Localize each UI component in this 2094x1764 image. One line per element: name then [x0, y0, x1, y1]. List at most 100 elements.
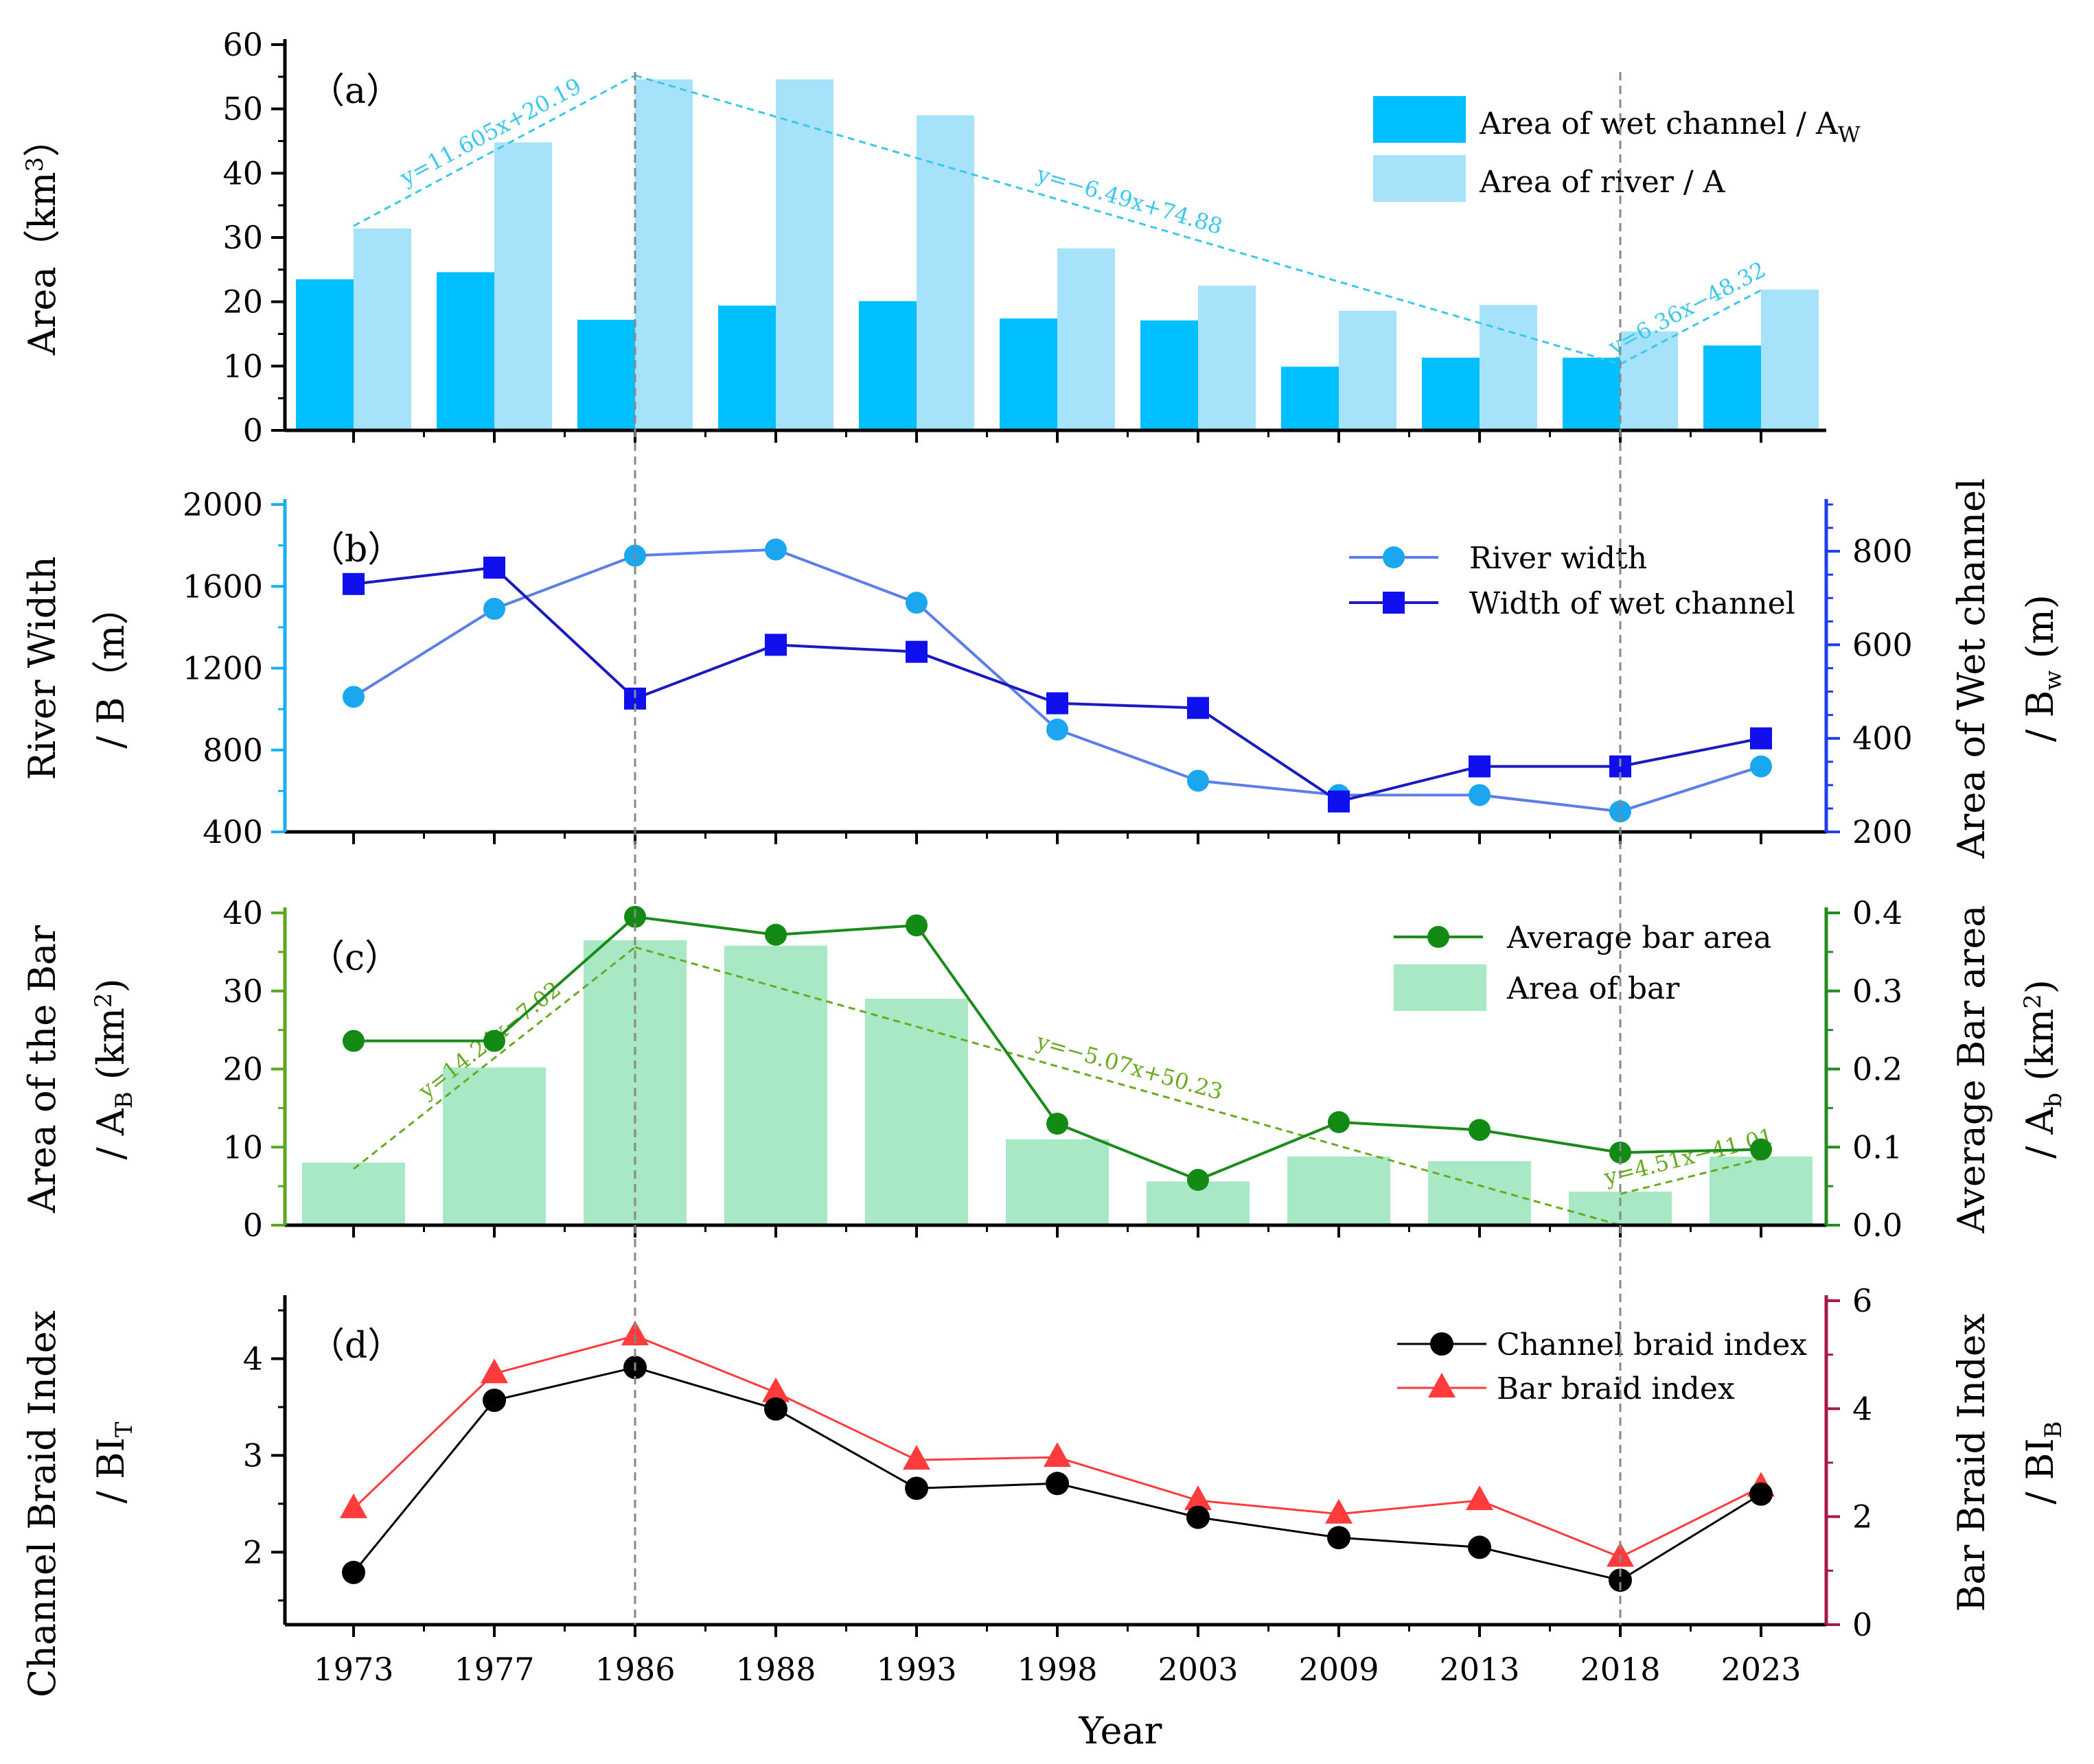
panel-c-bar-area: y=14.24x−7.02 y=−5.07x+50.23y=4.51x−41.01… — [21, 894, 2067, 1244]
legend-label-river-area: Area of river / A — [1479, 165, 1726, 200]
trendline-c-1 — [634, 946, 1621, 1227]
y-axis-title-b-right-2: / Bw (m) — [2018, 594, 2067, 742]
point-channel-braid-index-1977 — [483, 1389, 506, 1413]
point-bar-braid-index-2009 — [1325, 1498, 1353, 1524]
point-average-bar-area-1973 — [343, 1030, 365, 1052]
y-axis-title-c-left-2: / AB (km2) — [89, 978, 138, 1159]
y-axis-d-left-tick-label: 3 — [243, 1437, 263, 1474]
trendline-a-label-2: y=6.36x−48.32 — [1604, 256, 1770, 360]
point-channel-braid-index-1998 — [1046, 1472, 1069, 1496]
point-average-bar-area-1998 — [1046, 1113, 1068, 1135]
y-axis-title-d-left-1: Channel Braid Index — [21, 1310, 64, 1697]
y-axis-d-right-tick-label: 4 — [1852, 1390, 1872, 1427]
y-axis-b-left-tick-label: 1600 — [183, 568, 263, 605]
x-tick-label-1988: 1988 — [735, 1651, 816, 1688]
y-axis-title-d-right-2: / BIB — [2018, 1421, 2067, 1504]
x-tick-label-1986: 1986 — [595, 1651, 675, 1688]
x-tick-label-2023: 2023 — [1721, 1651, 1801, 1688]
panel-a-area: y=11.605x+20.19y=−6.49x+74.88y=6.36x−48.… — [21, 26, 1861, 449]
point-bar-braid-index-2003 — [1184, 1485, 1212, 1511]
y-axis-a-tick-label: 50 — [222, 91, 263, 128]
y-axis-a-tick-label: 60 — [222, 26, 263, 63]
bar-wet-channel-2023 — [1703, 345, 1761, 430]
bar-river-area-2009 — [1339, 310, 1396, 430]
point-average-bar-area-2018 — [1609, 1141, 1631, 1164]
y-axis-c-right-tick-label: 0.3 — [1852, 973, 1902, 1010]
point-wet-channel-width-1988 — [765, 634, 787, 656]
y-axis-a-tick-label: 0 — [243, 412, 263, 449]
bar-area-of-bar-1988 — [724, 945, 827, 1225]
bar-river-area-1973 — [354, 228, 411, 430]
point-wet-channel-width-1993 — [906, 640, 928, 663]
legend-swatch-river-area — [1373, 155, 1466, 202]
point-average-bar-area-2003 — [1187, 1169, 1209, 1192]
point-bar-braid-index-1988 — [762, 1377, 790, 1402]
legend-label-channel-braid-index: Channel braid index — [1497, 1327, 1807, 1362]
y-axis-c-right-tick-label: 0.2 — [1852, 1051, 1902, 1088]
point-river-width-2018 — [1609, 800, 1631, 823]
point-channel-braid-index-2009 — [1327, 1526, 1350, 1550]
y-axis-c-left-tick-label: 40 — [222, 894, 263, 931]
bar-area-of-bar-2009 — [1287, 1156, 1390, 1225]
x-tick-label-2003: 2003 — [1158, 1651, 1238, 1688]
legend-marker-channel-braid-index — [1430, 1332, 1453, 1356]
y-axis-c-left-tick-label: 20 — [222, 1051, 263, 1088]
point-wet-channel-width-1977 — [483, 556, 505, 579]
bar-wet-channel-2003 — [1140, 320, 1198, 430]
point-bar-braid-index-2018 — [1607, 1542, 1634, 1567]
bar-river-area-1986 — [635, 79, 693, 430]
legend-marker-bar-braid-index — [1428, 1373, 1456, 1397]
bar-area-of-bar-2018 — [1569, 1192, 1672, 1225]
point-wet-channel-width-2023 — [1750, 727, 1772, 750]
bar-area-of-bar-1993 — [865, 999, 968, 1225]
point-bar-braid-index-1986 — [621, 1321, 649, 1346]
y-axis-c-right-tick-label: 0.4 — [1852, 894, 1902, 931]
point-wet-channel-width-1973 — [343, 572, 365, 595]
legend-label-wet-channel: Area of wet channel / AW — [1479, 106, 1861, 148]
x-axis-title: Year — [1079, 1709, 1162, 1752]
y-axis-title-b-left-2: / B（m） — [89, 588, 133, 748]
point-river-width-1993 — [906, 592, 928, 614]
y-axis-d-left-tick-label: 2 — [243, 1533, 263, 1570]
point-channel-braid-index-1973 — [342, 1560, 365, 1584]
y-axis-title-d-left-2: / BIT — [89, 1421, 138, 1503]
point-channel-braid-index-2013 — [1468, 1535, 1491, 1559]
trendline-c-0 — [353, 946, 636, 1170]
y-axis-c-right-tick-label: 0.1 — [1852, 1128, 1902, 1165]
y-axis-a-tick-label: 30 — [222, 219, 263, 256]
point-average-bar-area-1977 — [483, 1030, 505, 1052]
trendline-a-0 — [353, 74, 636, 227]
panel-label-d: （d） — [309, 1325, 403, 1367]
x-tick-label-1998: 1998 — [1017, 1651, 1097, 1688]
y-axis-b-left-tick-label: 2000 — [183, 486, 263, 523]
y-axis-title-d-right-1: Bar Braid Index — [1950, 1314, 1993, 1612]
bar-wet-channel-1998 — [1000, 318, 1057, 430]
bar-river-area-1977 — [494, 142, 552, 430]
y-axis-title-c-right-2: / Ab (km2) — [2018, 979, 2067, 1159]
point-channel-braid-index-1988 — [764, 1397, 787, 1421]
bar-wet-channel-1977 — [437, 272, 494, 430]
bar-area-of-bar-1973 — [302, 1163, 405, 1225]
y-axis-b-left-tick-label: 800 — [203, 732, 263, 769]
bar-wet-channel-2018 — [1563, 358, 1620, 430]
bar-river-area-2023 — [1761, 289, 1819, 430]
y-axis-a-tick-label: 10 — [222, 347, 263, 384]
point-bar-braid-index-1973 — [340, 1493, 367, 1518]
bar-wet-channel-1993 — [859, 301, 917, 430]
bar-wet-channel-1988 — [718, 305, 776, 430]
bar-river-area-2003 — [1198, 286, 1256, 430]
legend-label-river-width: River width — [1469, 541, 1647, 576]
legend-label-average-bar-area: Average bar area — [1506, 920, 1771, 955]
y-axis-title-c-right-1: Average Bar area — [1950, 905, 1993, 1234]
legend-label-wet-channel-width: Width of wet channel — [1469, 586, 1795, 621]
x-tick-label-2013: 2013 — [1439, 1651, 1519, 1688]
point-channel-braid-index-2023 — [1749, 1482, 1773, 1506]
point-river-width-1973 — [343, 686, 365, 708]
point-river-width-1988 — [765, 538, 787, 561]
point-bar-braid-index-1993 — [903, 1445, 930, 1470]
point-river-width-1977 — [483, 598, 505, 620]
y-axis-a-tick-label: 40 — [222, 154, 263, 192]
y-axis-d-right-tick-label: 0 — [1852, 1606, 1872, 1643]
y-axis-c-left-tick-label: 30 — [222, 973, 263, 1010]
x-tick-label-1977: 1977 — [454, 1651, 534, 1688]
